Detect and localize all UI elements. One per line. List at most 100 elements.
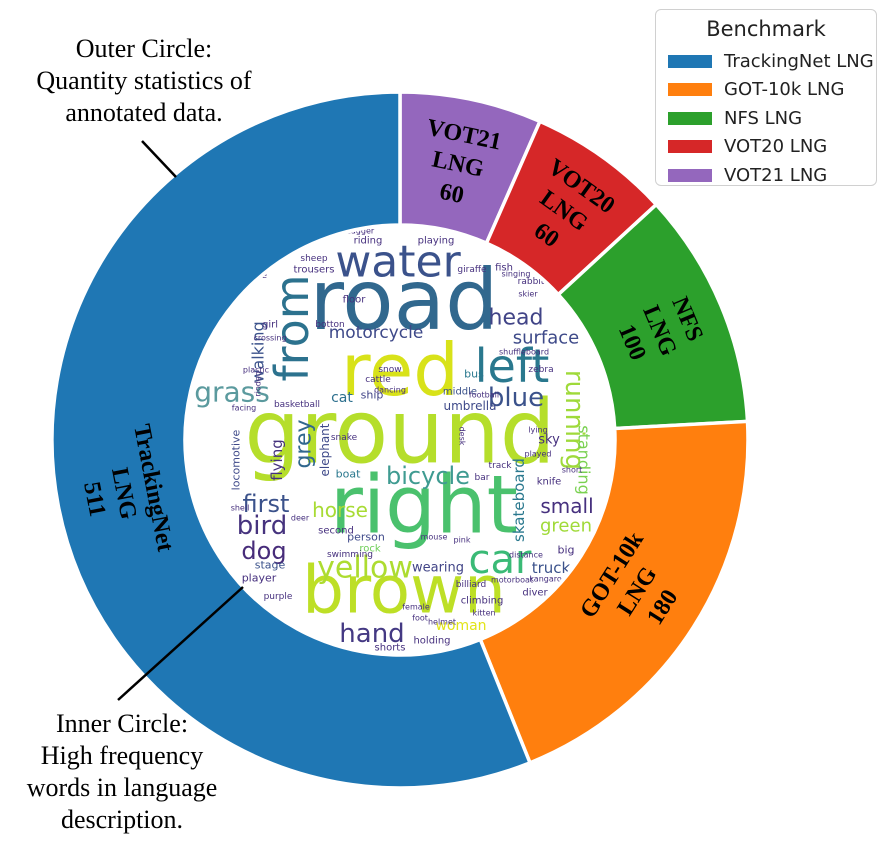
legend-item: TrackingNet LNG (656, 47, 876, 76)
cloud-word: blue (488, 383, 544, 413)
cloud-word: track (489, 461, 513, 471)
cloud-word: desk (458, 427, 467, 446)
cloud-word: giraffe (457, 265, 487, 275)
cloud-word: motorboat (491, 576, 533, 585)
cloud-word: truck (532, 559, 571, 577)
legend-label: VOT21 LNG (724, 164, 828, 186)
legend-swatch (668, 111, 712, 125)
cloud-word: girl (262, 320, 278, 331)
cloud-word: foot (412, 614, 428, 623)
cloud-word: mouse (421, 533, 448, 542)
cloud-word: cattle (365, 375, 391, 385)
cloud-word: road (310, 251, 499, 349)
cloud-word: dancing (374, 386, 406, 395)
cloud-word: sky (538, 433, 560, 448)
inner-annotation-line: High frequency (40, 741, 204, 770)
cloud-word: singing (502, 270, 531, 279)
outer-circle-annotation: Outer Circle: Quantity statistics of ann… (14, 33, 274, 129)
cloud-word: knife (537, 477, 562, 488)
cloud-word: climbing (461, 596, 504, 607)
outer-annotation-pointer (141, 140, 177, 178)
cloud-word: second (318, 526, 354, 537)
cloud-word: water (335, 237, 461, 288)
cloud-word: dagger (346, 227, 375, 236)
legend-item: NFS LNG (656, 104, 876, 133)
cloud-word: short (562, 466, 583, 475)
cloud-word: horse (312, 498, 368, 522)
legend-label: TrackingNet LNG (724, 50, 874, 72)
cloud-word: from (265, 274, 319, 381)
cloud-word: basketball (274, 400, 320, 410)
cloud-word: kitten (472, 609, 495, 618)
cloud-word: holding (413, 636, 450, 647)
cloud-word: grass (194, 376, 270, 409)
cloud-word: fish (495, 263, 513, 274)
cloud-word: locomotive (230, 429, 243, 490)
cloud-word: flying (268, 439, 286, 481)
cloud-word: walking (249, 321, 268, 382)
cloud-word: left (475, 339, 550, 393)
cloud-word: shell (231, 504, 250, 513)
cloud-word: botton (315, 320, 345, 330)
outer-annotation-line: Outer Circle: (75, 34, 213, 63)
cloud-word: elephant (318, 423, 332, 476)
cloud-word: skier (518, 290, 538, 299)
cloud-word: bar (475, 473, 490, 483)
legend-item: VOT21 LNG (656, 161, 876, 190)
cloud-word: skateboard (510, 458, 528, 542)
cloud-word: deer (291, 514, 310, 523)
inner-annotation-pointer (117, 586, 244, 701)
legend-swatch (668, 168, 712, 182)
cloud-word: umbrella (444, 399, 497, 413)
cloud-word: pink (453, 536, 470, 545)
slice-layer (50, 90, 750, 790)
cloud-word: green (540, 516, 592, 537)
legend-label: VOT20 LNG (724, 136, 828, 158)
cloud-word: bird (237, 511, 287, 541)
cloud-word: female (402, 603, 430, 612)
cloud-word: surface (513, 328, 580, 349)
legend-label: NFS LNG (724, 107, 803, 129)
cloud-word: swimming (327, 550, 373, 560)
cloud-word: shorts (375, 643, 406, 654)
outer-annotation-line: Quantity statistics of (36, 66, 252, 95)
slice-got-10k-lng (478, 419, 750, 766)
cloud-word: running (559, 370, 589, 470)
cloud-word: riodeo (254, 371, 263, 396)
cloud-word: yellow (317, 551, 413, 586)
cloud-word: purple (264, 592, 293, 602)
inner-annotation-line: description. (60, 805, 184, 834)
cloud-word: sheep (300, 254, 327, 264)
cloud-word: grey (292, 419, 317, 468)
legend-item: GOT-10k LNG (656, 76, 876, 105)
cloud-word: person (347, 531, 385, 544)
cloud-word: riding (354, 236, 383, 247)
legend-items: TrackingNet LNG GOT-10k LNG NFS LNG VOT20 L… (656, 47, 876, 190)
cloud-word: standing (575, 425, 594, 494)
cloud-word: crossing (253, 334, 286, 343)
cloud-word: car (469, 537, 533, 583)
cloud-word: distance (509, 551, 543, 560)
inner-circle-annotation: Inner Circle: High frequency words in la… (2, 708, 242, 836)
cloud-word: hand (339, 619, 404, 649)
inner-annotation-line: Inner Circle: (55, 709, 189, 738)
cloud-word: played (525, 450, 552, 459)
cloud-word: snake (331, 433, 358, 443)
cloud-word: lying (528, 426, 547, 435)
cloud-word: rock (359, 544, 381, 555)
cloud-word: wearing (412, 561, 464, 576)
cloud-word: floor (343, 295, 367, 306)
cloud-word: small (540, 494, 593, 518)
cloud-word: red (341, 328, 459, 412)
slice-trackingnet-lng (50, 90, 533, 790)
cloud-word: helmet (428, 618, 456, 627)
slice-label: 60 (437, 179, 466, 209)
cloud-word: first (243, 490, 290, 518)
cloud-word: zebra (528, 365, 553, 375)
cloud-word: player (242, 572, 277, 585)
cloud-word: middle (443, 387, 477, 398)
cloud-word: motorcycle (329, 323, 424, 343)
cloud-word: kangaroo (529, 575, 566, 584)
slice-label: 511 (78, 480, 110, 519)
